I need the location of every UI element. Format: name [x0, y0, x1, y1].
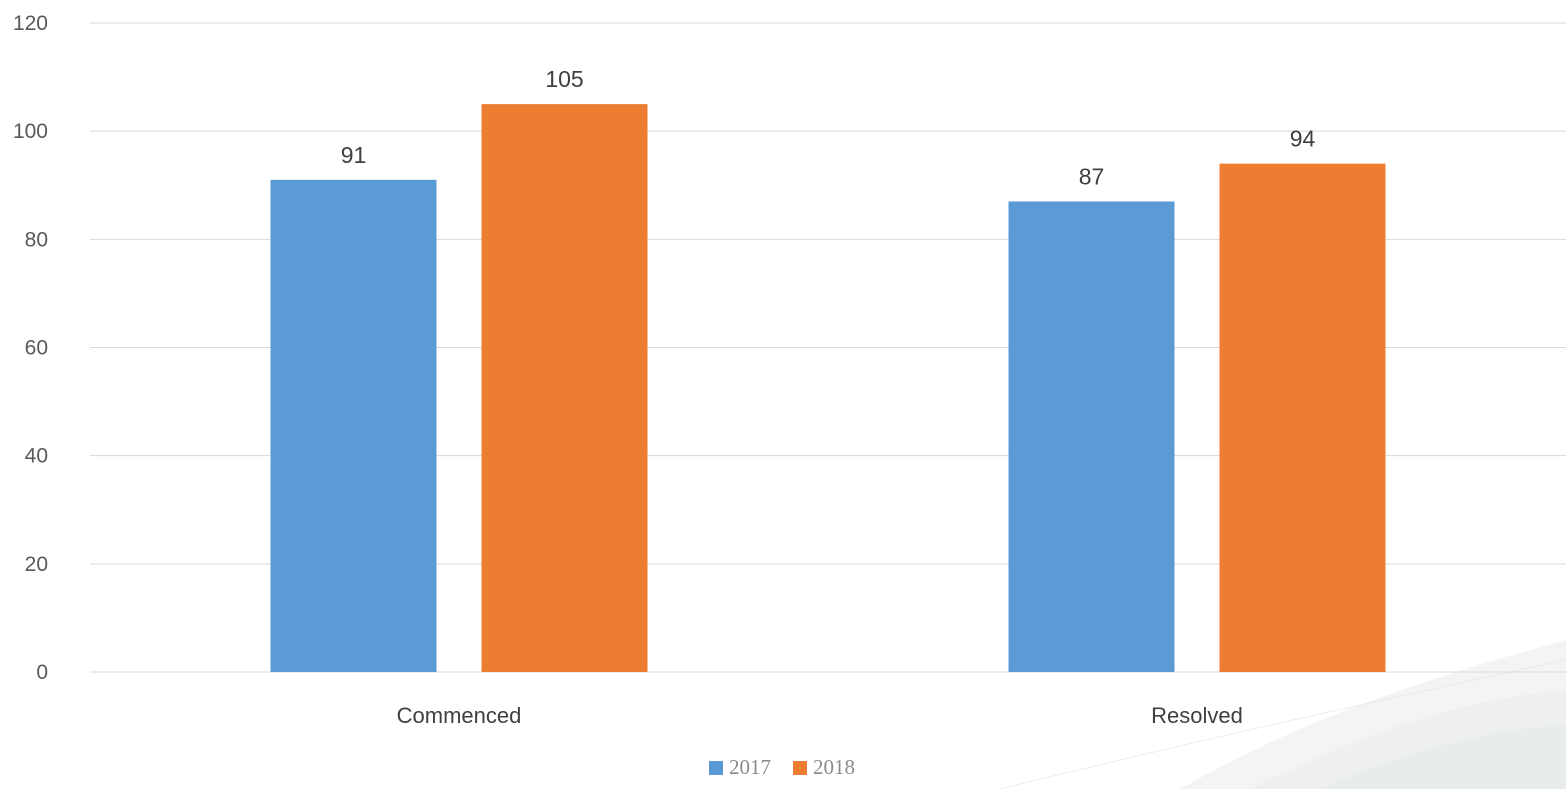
y-axis-ticks: 0 20 40 60 80 100 120: [13, 12, 48, 684]
bar-resolved-2018: [1219, 163, 1386, 672]
data-labels: 91 105 87 94: [341, 66, 1316, 189]
y-tick-label-40: 40: [25, 445, 48, 468]
y-tick-label-120: 120: [13, 12, 48, 35]
data-label-resolved-2017: 87: [1079, 163, 1105, 189]
data-label-commenced-2017: 91: [341, 142, 367, 168]
legend-label-2018: 2018: [813, 755, 855, 779]
background-swoosh-3: [1320, 725, 1566, 789]
x-axis-categories: Commenced Resolved: [397, 703, 1243, 728]
background-swoosh-decoration: [999, 640, 1566, 789]
y-tick-label-80: 80: [25, 228, 48, 251]
bar-resolved-2017: [1008, 201, 1175, 672]
background-swoosh-line: [999, 659, 1566, 789]
background-swoosh-2: [1250, 690, 1566, 789]
x-category-label-commenced: Commenced: [397, 703, 522, 728]
legend: 2017 2018: [709, 755, 855, 779]
bars: [270, 104, 1386, 672]
legend-label-2017: 2017: [729, 755, 771, 779]
y-tick-label-60: 60: [25, 337, 48, 360]
background-swoosh-1: [1180, 640, 1566, 789]
y-tick-label-100: 100: [13, 120, 48, 143]
legend-swatch-2017: [709, 761, 723, 775]
data-label-commenced-2018: 105: [545, 66, 583, 92]
legend-swatch-2018: [793, 761, 807, 775]
bar-commenced-2018: [481, 104, 648, 672]
data-label-resolved-2018: 94: [1290, 126, 1316, 152]
x-category-label-resolved: Resolved: [1151, 703, 1243, 728]
bar-commenced-2017: [270, 179, 437, 672]
y-tick-label-0: 0: [36, 661, 48, 684]
y-tick-label-20: 20: [25, 553, 48, 576]
